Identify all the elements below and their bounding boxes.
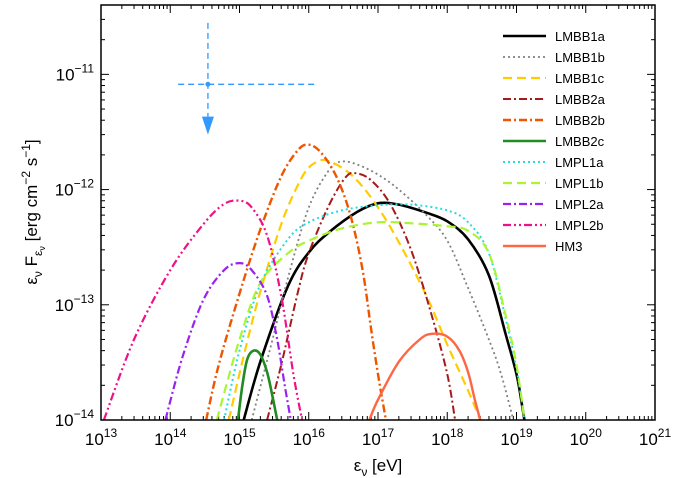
y-tick-label: 10−11 [56,61,95,84]
legend-item-lmpl1a: LMPL1a [503,155,604,170]
legend-item-lmbb2b: LMBB2b [503,113,605,128]
legend-label: HM3 [555,239,582,254]
upper-limit-arrow [201,116,214,135]
legend-label: LMPL2b [555,218,603,233]
upper-limit-point [205,81,211,87]
y-tick-labels: 10−14 10−13 10−12 10−11 [55,61,95,430]
x-tick-label: 1018 [431,426,464,449]
legend-label: LMBB2a [555,92,606,107]
legend-item-lmbb1c: LMBB1c [503,71,605,86]
y-tick-label: 10−12 [55,177,95,200]
legend-label: LMPL1b [555,176,603,191]
legend-item-lmbb2a: LMBB2a [503,92,606,107]
legend-item-lmpl2a: LMPL2a [503,197,604,212]
series-line-lmpl2a [164,262,292,420]
series-line-lmbb1c [227,158,482,420]
series-line-lmbb2b [205,143,388,420]
legend-item-hm3: HM3 [503,239,582,254]
legend-label: LMBB2b [555,113,605,128]
x-tick-label: 1014 [154,426,187,449]
upper-limit-marker [178,22,315,135]
legend-item-lmpl1b: LMPL1b [503,176,603,191]
x-tick-label: 1017 [362,426,395,449]
x-tick-label: 1021 [639,426,672,449]
plot-area [101,5,655,420]
x-tick-labels: 1013 1014 1015 1016 1017 1018 1019 1020 1021 [85,426,672,449]
legend-item-lmbb1a: LMBB1a [503,29,606,44]
y-axis-label: εν Fεν [erg cm−2 s−1] [19,139,47,284]
series-line-lmbb1a [242,201,526,420]
series-layer [102,143,526,420]
legend-label: LMBB1a [555,29,606,44]
x-tick-label: 1019 [500,426,533,449]
legend-label: LMPL1a [555,155,604,170]
legend-item-lmpl2b: LMPL2b [503,218,603,233]
plot-frame [100,4,656,421]
series-line-hm3 [368,332,482,420]
y-tick-label: 10−13 [55,292,95,315]
legend-label: LMPL2a [555,197,604,212]
legend-label: LMBB1c [555,71,605,86]
legend-item-lmbb1b: LMBB1b [503,50,605,65]
x-axis-label: εν [eV] [354,456,403,478]
series-line-lmbb2c [236,349,279,420]
x-tick-label: 1013 [85,426,118,449]
legend: LMBB1a LMBB1b LMBB1c LMBB2a LMBB2b LMBB2c LMPL… [503,29,606,254]
y-tick-label: 10−14 [55,407,95,430]
series-line-lmbb2a [266,171,457,420]
legend-item-lmbb2c: LMBB2c [503,134,605,149]
x-tick-label: 1016 [293,426,326,449]
x-tick-label: 1020 [570,426,603,449]
x-tick-label: 1015 [223,426,256,449]
legend-label: LMBB1b [555,50,605,65]
series-line-lmbb1b [250,160,515,420]
legend-label: LMBB2c [555,134,605,149]
